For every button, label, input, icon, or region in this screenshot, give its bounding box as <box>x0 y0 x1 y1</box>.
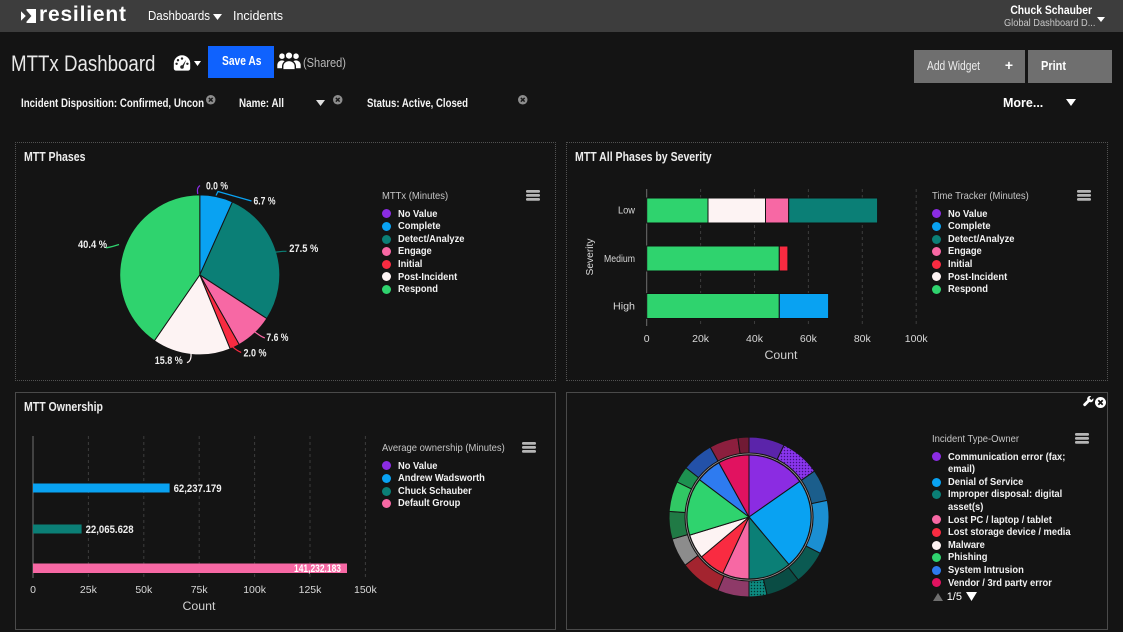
svg-text:0: 0 <box>30 584 36 596</box>
svg-text:62,237.179: 62,237.179 <box>174 483 222 495</box>
svg-text:High: High <box>613 301 635 313</box>
svg-text:7.6 %: 7.6 % <box>266 332 288 344</box>
svg-text:22,065.628: 22,065.628 <box>86 524 134 536</box>
svg-text:60k: 60k <box>800 333 818 345</box>
svg-text:Count: Count <box>183 599 217 613</box>
svg-text:141,232.183: 141,232.183 <box>294 563 341 575</box>
svg-text:0: 0 <box>644 333 650 345</box>
svg-text:2.0 %: 2.0 % <box>244 347 267 359</box>
svg-text:50k: 50k <box>135 584 153 596</box>
svg-text:100k: 100k <box>243 584 267 596</box>
svg-text:Low: Low <box>618 205 635 217</box>
svg-text:20k: 20k <box>692 333 710 345</box>
svg-text:40.4 %: 40.4 % <box>78 239 107 251</box>
svg-text:80k: 80k <box>854 333 872 345</box>
svg-text:40k: 40k <box>746 333 764 345</box>
svg-text:15.8 %: 15.8 % <box>155 355 183 367</box>
svg-text:25k: 25k <box>80 584 98 596</box>
svg-text:100k: 100k <box>905 333 929 345</box>
svg-text:Medium: Medium <box>604 253 635 265</box>
svg-text:6.7 %: 6.7 % <box>254 196 276 208</box>
svg-text:0.0 %: 0.0 % <box>206 181 228 193</box>
svg-text:Severity: Severity <box>584 238 596 276</box>
svg-text:Count: Count <box>765 348 799 362</box>
svg-text:150k: 150k <box>354 584 378 596</box>
svg-text:75k: 75k <box>191 584 209 596</box>
svg-text:125k: 125k <box>299 584 323 596</box>
svg-text:27.5 %: 27.5 % <box>289 243 318 255</box>
